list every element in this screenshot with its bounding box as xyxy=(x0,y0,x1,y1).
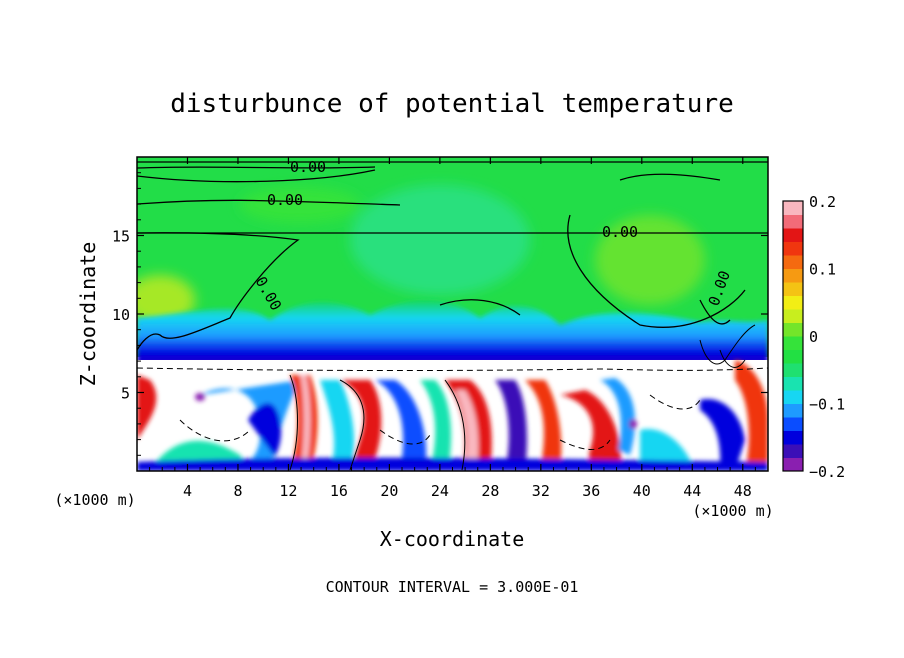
colorbar-tick-label: −0.1 xyxy=(809,396,845,414)
heatmap-field xyxy=(137,157,768,471)
upper-field-shading xyxy=(137,185,705,325)
colorbar-swatch xyxy=(783,309,803,323)
x-tick-label: 32 xyxy=(532,482,550,500)
colorbar-swatch xyxy=(783,214,803,229)
contour-label: 0.00 xyxy=(290,158,326,176)
x-axis-label: X-coordinate xyxy=(380,527,525,551)
colorbar-swatch xyxy=(783,403,803,418)
colorbar-swatch xyxy=(783,282,803,296)
colorbar-swatch xyxy=(783,268,803,283)
contour-lines-lower xyxy=(289,324,756,471)
colorbar-swatch xyxy=(783,322,803,337)
colorbar-tick-label: 0 xyxy=(809,328,818,346)
colorbar-swatch xyxy=(783,430,803,445)
colorbar-swatch xyxy=(783,444,803,458)
colorbar-tick-label: −0.2 xyxy=(809,463,845,481)
colorbar-swatch xyxy=(783,376,803,391)
colorbar-swatch xyxy=(783,201,803,215)
colorbar-tick-label: 0.2 xyxy=(809,193,836,211)
top-hatch xyxy=(137,157,768,163)
contour-interval-note: CONTOUR INTERVAL = 3.000E-01 xyxy=(326,578,579,596)
colorbar-swatch xyxy=(783,295,803,310)
x-tick-label: 12 xyxy=(279,482,297,500)
colorbar-swatch xyxy=(783,349,803,364)
z-tick-label: 5 xyxy=(121,385,130,403)
z-tick-label: 10 xyxy=(112,306,130,324)
colorbar-swatch xyxy=(783,255,803,269)
colorbar-swatch xyxy=(783,457,803,472)
colorbar-swatch xyxy=(783,228,803,242)
colorbar-frame xyxy=(782,200,804,472)
colorbar-ticks: 0.2 0.1 0 −0.1 −0.2 xyxy=(809,193,845,481)
cool-band xyxy=(137,300,768,372)
x-tick-label: 44 xyxy=(683,482,701,500)
x-unit-label: (×1000 m) xyxy=(692,502,773,520)
contour-label: 0.00 xyxy=(267,191,303,209)
x-tick-label: 36 xyxy=(582,482,600,500)
x-tick-label: 24 xyxy=(431,482,449,500)
contour-lines-dashed xyxy=(137,367,768,450)
z-unit-label: (×1000 m) xyxy=(54,491,135,509)
lower-layer-plumes xyxy=(137,360,768,471)
x-tick-label: 16 xyxy=(330,482,348,500)
z-axis-ticks: 5 10 15 xyxy=(112,172,768,456)
chart-title: disturbunce of potential temperature xyxy=(170,89,734,119)
contour-label: 0.00 xyxy=(602,223,638,241)
z-axis-label: Z-coordinate xyxy=(76,242,100,387)
x-tick-label: 28 xyxy=(481,482,499,500)
x-tick-label: 20 xyxy=(380,482,398,500)
colorbar-swatch xyxy=(783,241,803,256)
x-tick-label: 48 xyxy=(734,482,752,500)
colorbar-swatch xyxy=(783,336,803,350)
x-tick-label: 4 xyxy=(183,482,192,500)
colorbar-swatch xyxy=(783,363,803,377)
colorbar-swatch xyxy=(783,390,803,404)
x-axis-ticks: 4 8 12 16 20 24 28 32 36 40 44 48 xyxy=(149,157,756,500)
colorbar xyxy=(782,200,804,472)
colorbar-tick-label: 0.1 xyxy=(809,261,836,279)
x-tick-label: 8 xyxy=(233,482,242,500)
z-tick-label: 15 xyxy=(112,228,130,246)
x-tick-label: 40 xyxy=(633,482,651,500)
colorbar-swatch xyxy=(783,417,803,431)
